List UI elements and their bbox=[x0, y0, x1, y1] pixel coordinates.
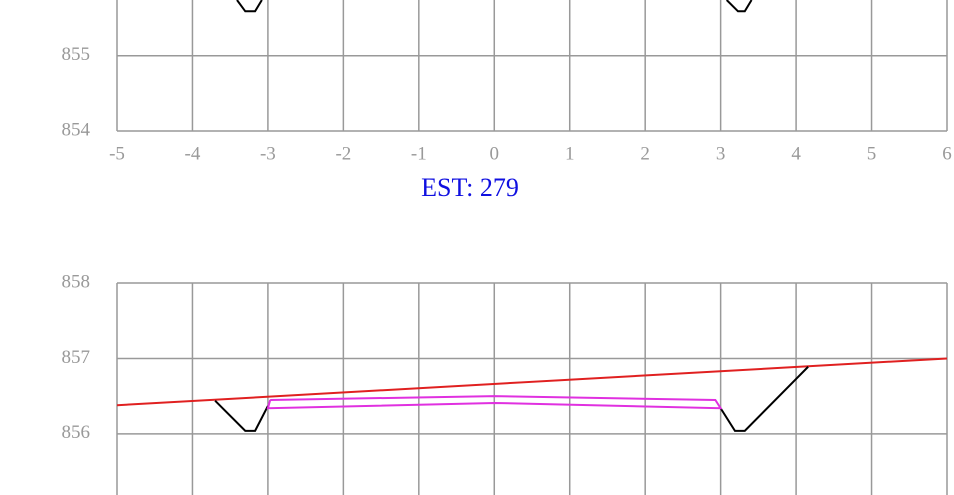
y-tick-label: 854 bbox=[62, 119, 91, 140]
profile-line bbox=[214, 399, 269, 432]
y-tick-label: 855 bbox=[62, 44, 91, 65]
x-tick-label: -1 bbox=[411, 143, 427, 164]
y-tick-label: 857 bbox=[62, 347, 91, 368]
x-tick-label: -2 bbox=[335, 143, 351, 164]
y-tick-label: 858 bbox=[62, 271, 91, 292]
profile-line bbox=[236, 0, 263, 13]
profile-line bbox=[725, 0, 753, 13]
profile-line bbox=[266, 395, 723, 410]
x-tick-label: -3 bbox=[260, 143, 276, 164]
x-tick-label: 5 bbox=[867, 143, 877, 164]
x-tick-label: 4 bbox=[791, 143, 801, 164]
profile-line bbox=[116, 357, 948, 407]
x-tick-label: 3 bbox=[716, 143, 726, 164]
section-title: EST: 279 bbox=[421, 173, 519, 202]
x-tick-label: -5 bbox=[109, 143, 125, 164]
x-tick-label: -4 bbox=[185, 143, 201, 164]
profile-line bbox=[719, 366, 809, 432]
x-tick-label: 1 bbox=[565, 143, 575, 164]
y-tick-label: 856 bbox=[62, 422, 91, 443]
x-tick-label: 2 bbox=[640, 143, 650, 164]
x-tick-label: 6 bbox=[942, 143, 952, 164]
x-tick-label: 0 bbox=[490, 143, 500, 164]
